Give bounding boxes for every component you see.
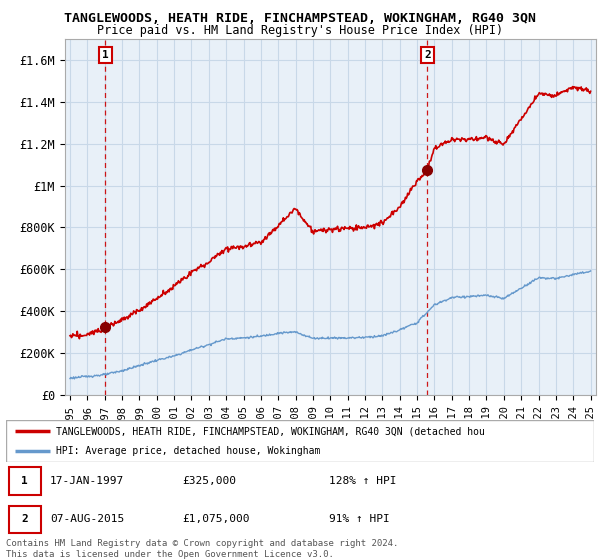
Text: 1: 1 — [102, 50, 109, 60]
Text: HPI: Average price, detached house, Wokingham: HPI: Average price, detached house, Woki… — [56, 446, 320, 456]
Text: 2: 2 — [22, 515, 28, 524]
Text: TANGLEWOODS, HEATH RIDE, FINCHAMPSTEAD, WOKINGHAM, RG40 3QN: TANGLEWOODS, HEATH RIDE, FINCHAMPSTEAD, … — [64, 12, 536, 25]
Text: 2: 2 — [424, 50, 431, 60]
Text: 17-JAN-1997: 17-JAN-1997 — [50, 476, 124, 486]
Text: 128% ↑ HPI: 128% ↑ HPI — [329, 476, 397, 486]
Text: Contains HM Land Registry data © Crown copyright and database right 2024.
This d: Contains HM Land Registry data © Crown c… — [6, 539, 398, 559]
Text: 91% ↑ HPI: 91% ↑ HPI — [329, 515, 390, 524]
Text: 07-AUG-2015: 07-AUG-2015 — [50, 515, 124, 524]
Bar — [9, 506, 41, 533]
Text: Price paid vs. HM Land Registry's House Price Index (HPI): Price paid vs. HM Land Registry's House … — [97, 24, 503, 36]
Text: 1: 1 — [22, 476, 28, 486]
Bar — [9, 467, 41, 494]
Text: £1,075,000: £1,075,000 — [182, 515, 250, 524]
Text: TANGLEWOODS, HEATH RIDE, FINCHAMPSTEAD, WOKINGHAM, RG40 3QN (detached hou: TANGLEWOODS, HEATH RIDE, FINCHAMPSTEAD, … — [56, 426, 485, 436]
Text: £325,000: £325,000 — [182, 476, 236, 486]
